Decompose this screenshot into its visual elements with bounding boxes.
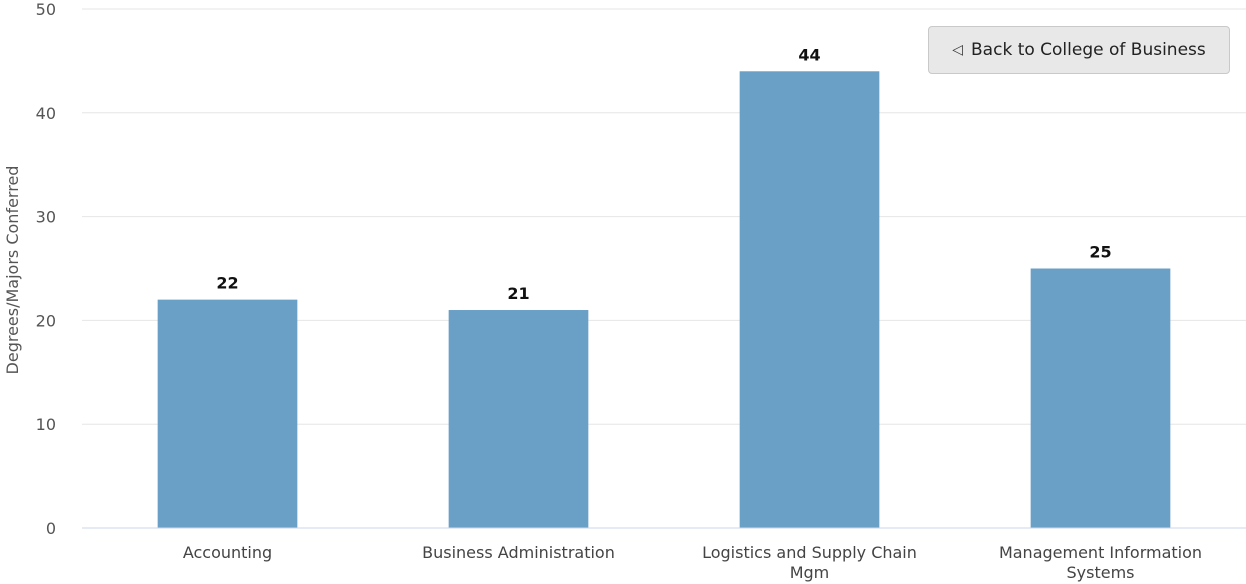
x-category-label: Accounting (183, 543, 272, 562)
y-tick-label: 10 (36, 415, 56, 434)
back-to-college-button[interactable]: ◁ Back to College of Business (928, 26, 1230, 74)
bar-value-label: 21 (507, 284, 529, 303)
x-category-label-line: Mgm (790, 563, 830, 582)
bar[interactable] (739, 71, 880, 528)
x-category-label: Management Information Systems (999, 543, 1202, 582)
y-axis-title: Degrees/Majors Conferred (3, 166, 22, 375)
y-tick-label: 30 (36, 208, 56, 227)
y-axis-ticks: 0 10 20 30 40 50 (36, 0, 56, 538)
x-category-label: Business Administration (422, 543, 615, 562)
y-tick-label: 50 (36, 0, 56, 19)
y-tick-label: 0 (46, 519, 56, 538)
bar-value-label: 25 (1089, 243, 1111, 262)
bar-value-label: 44 (798, 45, 820, 64)
bar-value-label: 22 (216, 274, 238, 293)
bar[interactable] (1030, 268, 1171, 529)
data-labels: 22 21 44 25 (216, 45, 1111, 303)
x-category-label-line: Logistics and Supply Chain (702, 543, 917, 562)
x-category-label: Logistics and Supply Chain Mgm (702, 543, 917, 582)
back-triangle-icon: ◁ (952, 42, 964, 58)
bars (157, 71, 1171, 529)
back-button-label: Back to College of Business (971, 40, 1206, 60)
bar[interactable] (448, 310, 589, 528)
bar[interactable] (157, 299, 298, 528)
y-tick-label: 40 (36, 104, 56, 123)
x-category-label-line: Systems (1067, 563, 1135, 582)
x-axis-categories: Accounting Business Administration Logisti… (183, 543, 1202, 582)
x-category-label-line: Accounting (183, 543, 272, 562)
x-category-label-line: Management Information (999, 543, 1202, 562)
x-category-label-line: Business Administration (422, 543, 615, 562)
y-tick-label: 20 (36, 311, 56, 330)
